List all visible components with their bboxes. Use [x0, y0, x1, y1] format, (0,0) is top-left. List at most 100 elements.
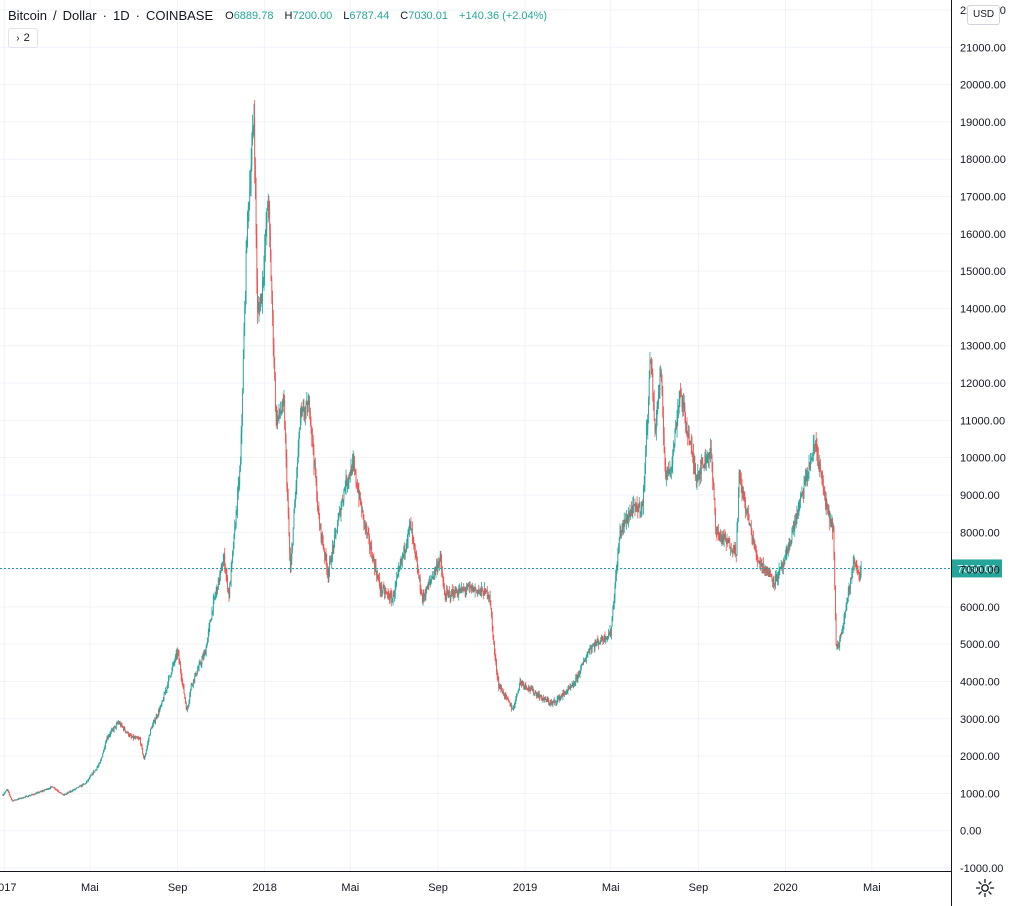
candle: [184, 693, 186, 700]
candle: [680, 387, 682, 397]
candle: [35, 792, 37, 795]
currency-badge[interactable]: USD: [967, 5, 1001, 25]
candle: [207, 637, 209, 646]
candle: [452, 589, 454, 599]
candle: [609, 625, 611, 638]
y-tick-label: 8000.00: [960, 527, 1000, 539]
candle: [506, 694, 507, 701]
candle: [673, 443, 675, 453]
candle: [376, 570, 378, 582]
candle: [341, 498, 343, 510]
candle: [535, 690, 537, 694]
candle: [322, 531, 323, 546]
candle: [193, 678, 195, 684]
candle: [197, 665, 199, 675]
candle: [110, 730, 111, 737]
candle: [456, 589, 458, 598]
candle: [825, 492, 827, 516]
candle: [475, 587, 477, 591]
candle: [496, 658, 497, 675]
candle: [306, 391, 308, 406]
candle: [543, 696, 545, 703]
candle: [785, 546, 787, 561]
candle: [55, 788, 57, 791]
candle: [523, 685, 525, 690]
candle: [75, 788, 77, 791]
candle: [337, 512, 339, 527]
candle: [760, 559, 762, 567]
candle: [852, 555, 854, 573]
candle: [319, 523, 321, 530]
candle: [118, 720, 119, 725]
candle: [416, 556, 418, 575]
candle: [843, 613, 845, 630]
candle: [786, 544, 788, 560]
gear-icon[interactable]: [974, 877, 996, 899]
candle: [547, 696, 549, 703]
x-tick-label: 2020: [773, 882, 797, 894]
candle: [369, 541, 371, 557]
candle: [303, 398, 305, 421]
candle: [255, 177, 257, 249]
exchange[interactable]: COINBASE: [145, 8, 214, 23]
candle: [699, 467, 701, 480]
candle: [339, 507, 341, 518]
candle: [474, 583, 476, 598]
candle: [302, 399, 304, 412]
x-tick-label: Mai: [863, 882, 881, 894]
candle: [706, 450, 708, 464]
x-tick-label: Mai: [81, 882, 99, 894]
candle: [516, 693, 518, 697]
candle: [473, 587, 475, 593]
candle: [835, 613, 837, 647]
symbol-name[interactable]: Bitcoin: [8, 8, 48, 23]
candle: [698, 470, 700, 487]
candle: [554, 700, 556, 703]
candle: [749, 522, 751, 526]
candle: [638, 497, 640, 508]
candle: [285, 433, 287, 468]
candle: [101, 756, 103, 759]
candle: [431, 575, 433, 584]
candle: [703, 463, 705, 472]
candle: [708, 452, 709, 468]
candle: [507, 696, 509, 700]
candle: [675, 421, 677, 430]
candle: [149, 734, 151, 737]
candle: [457, 588, 459, 597]
candle: [81, 784, 83, 787]
candle: [23, 796, 25, 799]
candle: [508, 700, 510, 703]
candle: [396, 574, 398, 579]
candle: [790, 540, 792, 547]
candle: [364, 520, 366, 536]
candle: [342, 499, 344, 507]
candle: [633, 495, 634, 514]
quote-currency[interactable]: Dollar: [62, 8, 97, 23]
candle: [478, 584, 480, 594]
candle: [456, 587, 457, 593]
candle: [179, 658, 181, 665]
candle: [858, 565, 860, 581]
candle: [508, 698, 510, 703]
symbol-legend: Bitcoin / Dollar · 1D · COINBASE O6889.7…: [8, 8, 547, 23]
candle: [466, 583, 468, 590]
candle: [298, 431, 300, 458]
candle: [267, 193, 269, 223]
candle: [510, 703, 512, 707]
candle: [379, 582, 381, 598]
candle: [755, 545, 757, 561]
candle: [399, 565, 400, 572]
candle: [312, 428, 313, 448]
candle: [134, 735, 136, 739]
candle: [466, 582, 467, 596]
interval[interactable]: 1D: [112, 8, 130, 23]
candle: [47, 788, 49, 791]
indicators-collapse-button[interactable]: › 2: [8, 28, 38, 48]
candle: [122, 725, 124, 728]
candle: [144, 755, 146, 760]
candle: [367, 532, 368, 539]
candle: [308, 395, 310, 405]
candle: [209, 620, 211, 632]
